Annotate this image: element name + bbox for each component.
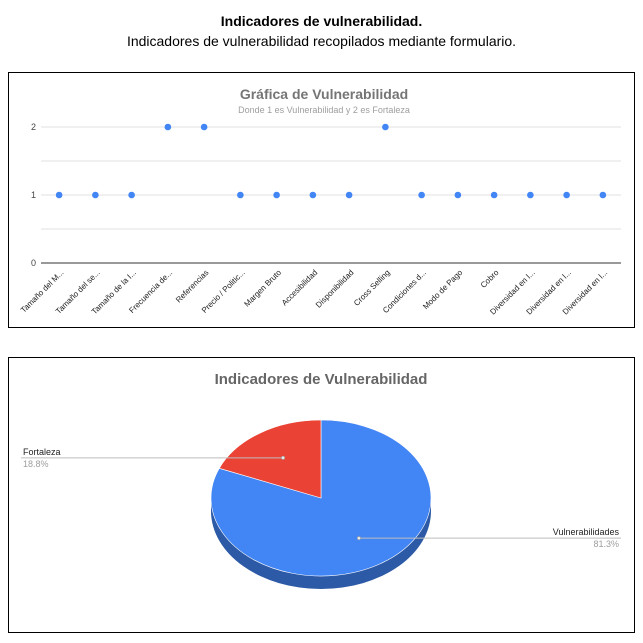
pie-side-wall <box>211 498 431 589</box>
data-point[interactable] <box>164 123 172 131</box>
x-tick-label: Referencias <box>174 268 211 305</box>
data-point[interactable] <box>599 191 607 199</box>
x-tick-label: Cobro <box>479 268 501 290</box>
data-point[interactable] <box>55 191 63 199</box>
x-tick-label: Cross Selling <box>352 268 392 308</box>
leader-dot <box>357 536 361 541</box>
data-point[interactable] <box>490 191 498 199</box>
pie-chart-title: Indicadores de Vulnerabilidad <box>215 371 428 388</box>
data-point[interactable] <box>237 191 244 199</box>
pie-slice[interactable] <box>218 419 322 499</box>
data-point[interactable] <box>128 191 135 199</box>
data-point[interactable] <box>418 191 425 199</box>
chart-subtitle: Donde 1 es Vulnerabilidad y 2 es Fortale… <box>238 105 410 115</box>
y-tick-label: 1 <box>31 190 36 200</box>
data-point[interactable] <box>273 191 280 199</box>
leader-dot <box>281 455 285 460</box>
page-title: Indicadores de vulnerabilidad. <box>220 13 423 29</box>
pie-slice-percent: 81.3% <box>593 539 619 549</box>
data-point[interactable] <box>309 191 317 199</box>
data-point[interactable] <box>200 123 208 131</box>
x-tick-label: Disponibilidad <box>314 268 356 310</box>
data-point[interactable] <box>92 191 99 199</box>
data-point[interactable] <box>563 191 570 199</box>
data-point[interactable] <box>382 123 389 131</box>
y-tick-label: 0 <box>31 258 36 268</box>
data-point[interactable] <box>454 191 462 199</box>
pie-chart: Indicadores de Vulnerabilidad Vulnerabil… <box>21 371 621 589</box>
y-tick-label: 2 <box>31 122 36 132</box>
x-tick-label: Margen Bruto <box>242 268 283 309</box>
pie-slice-percent: 18.8% <box>23 459 49 469</box>
page-subtitle: Indicadores de vulnerabilidad recopilado… <box>126 33 517 49</box>
x-tick-label: Accesibilidad <box>280 268 319 307</box>
scatter-chart: Gráfica de Vulnerabilidad Donde 1 es Vul… <box>19 86 621 317</box>
data-point[interactable] <box>345 191 353 199</box>
pie-chart-panel: Indicadores de Vulnerabilidad Vulnerabil… <box>8 357 635 633</box>
scatter-chart-panel: Gráfica de Vulnerabilidad Donde 1 es Vul… <box>8 72 635 328</box>
pie-slice-label: Vulnerabilidades <box>553 527 620 537</box>
data-point[interactable] <box>527 191 534 199</box>
pie-slice-label: Fortaleza <box>23 447 61 457</box>
chart-title: Gráfica de Vulnerabilidad <box>240 86 408 102</box>
